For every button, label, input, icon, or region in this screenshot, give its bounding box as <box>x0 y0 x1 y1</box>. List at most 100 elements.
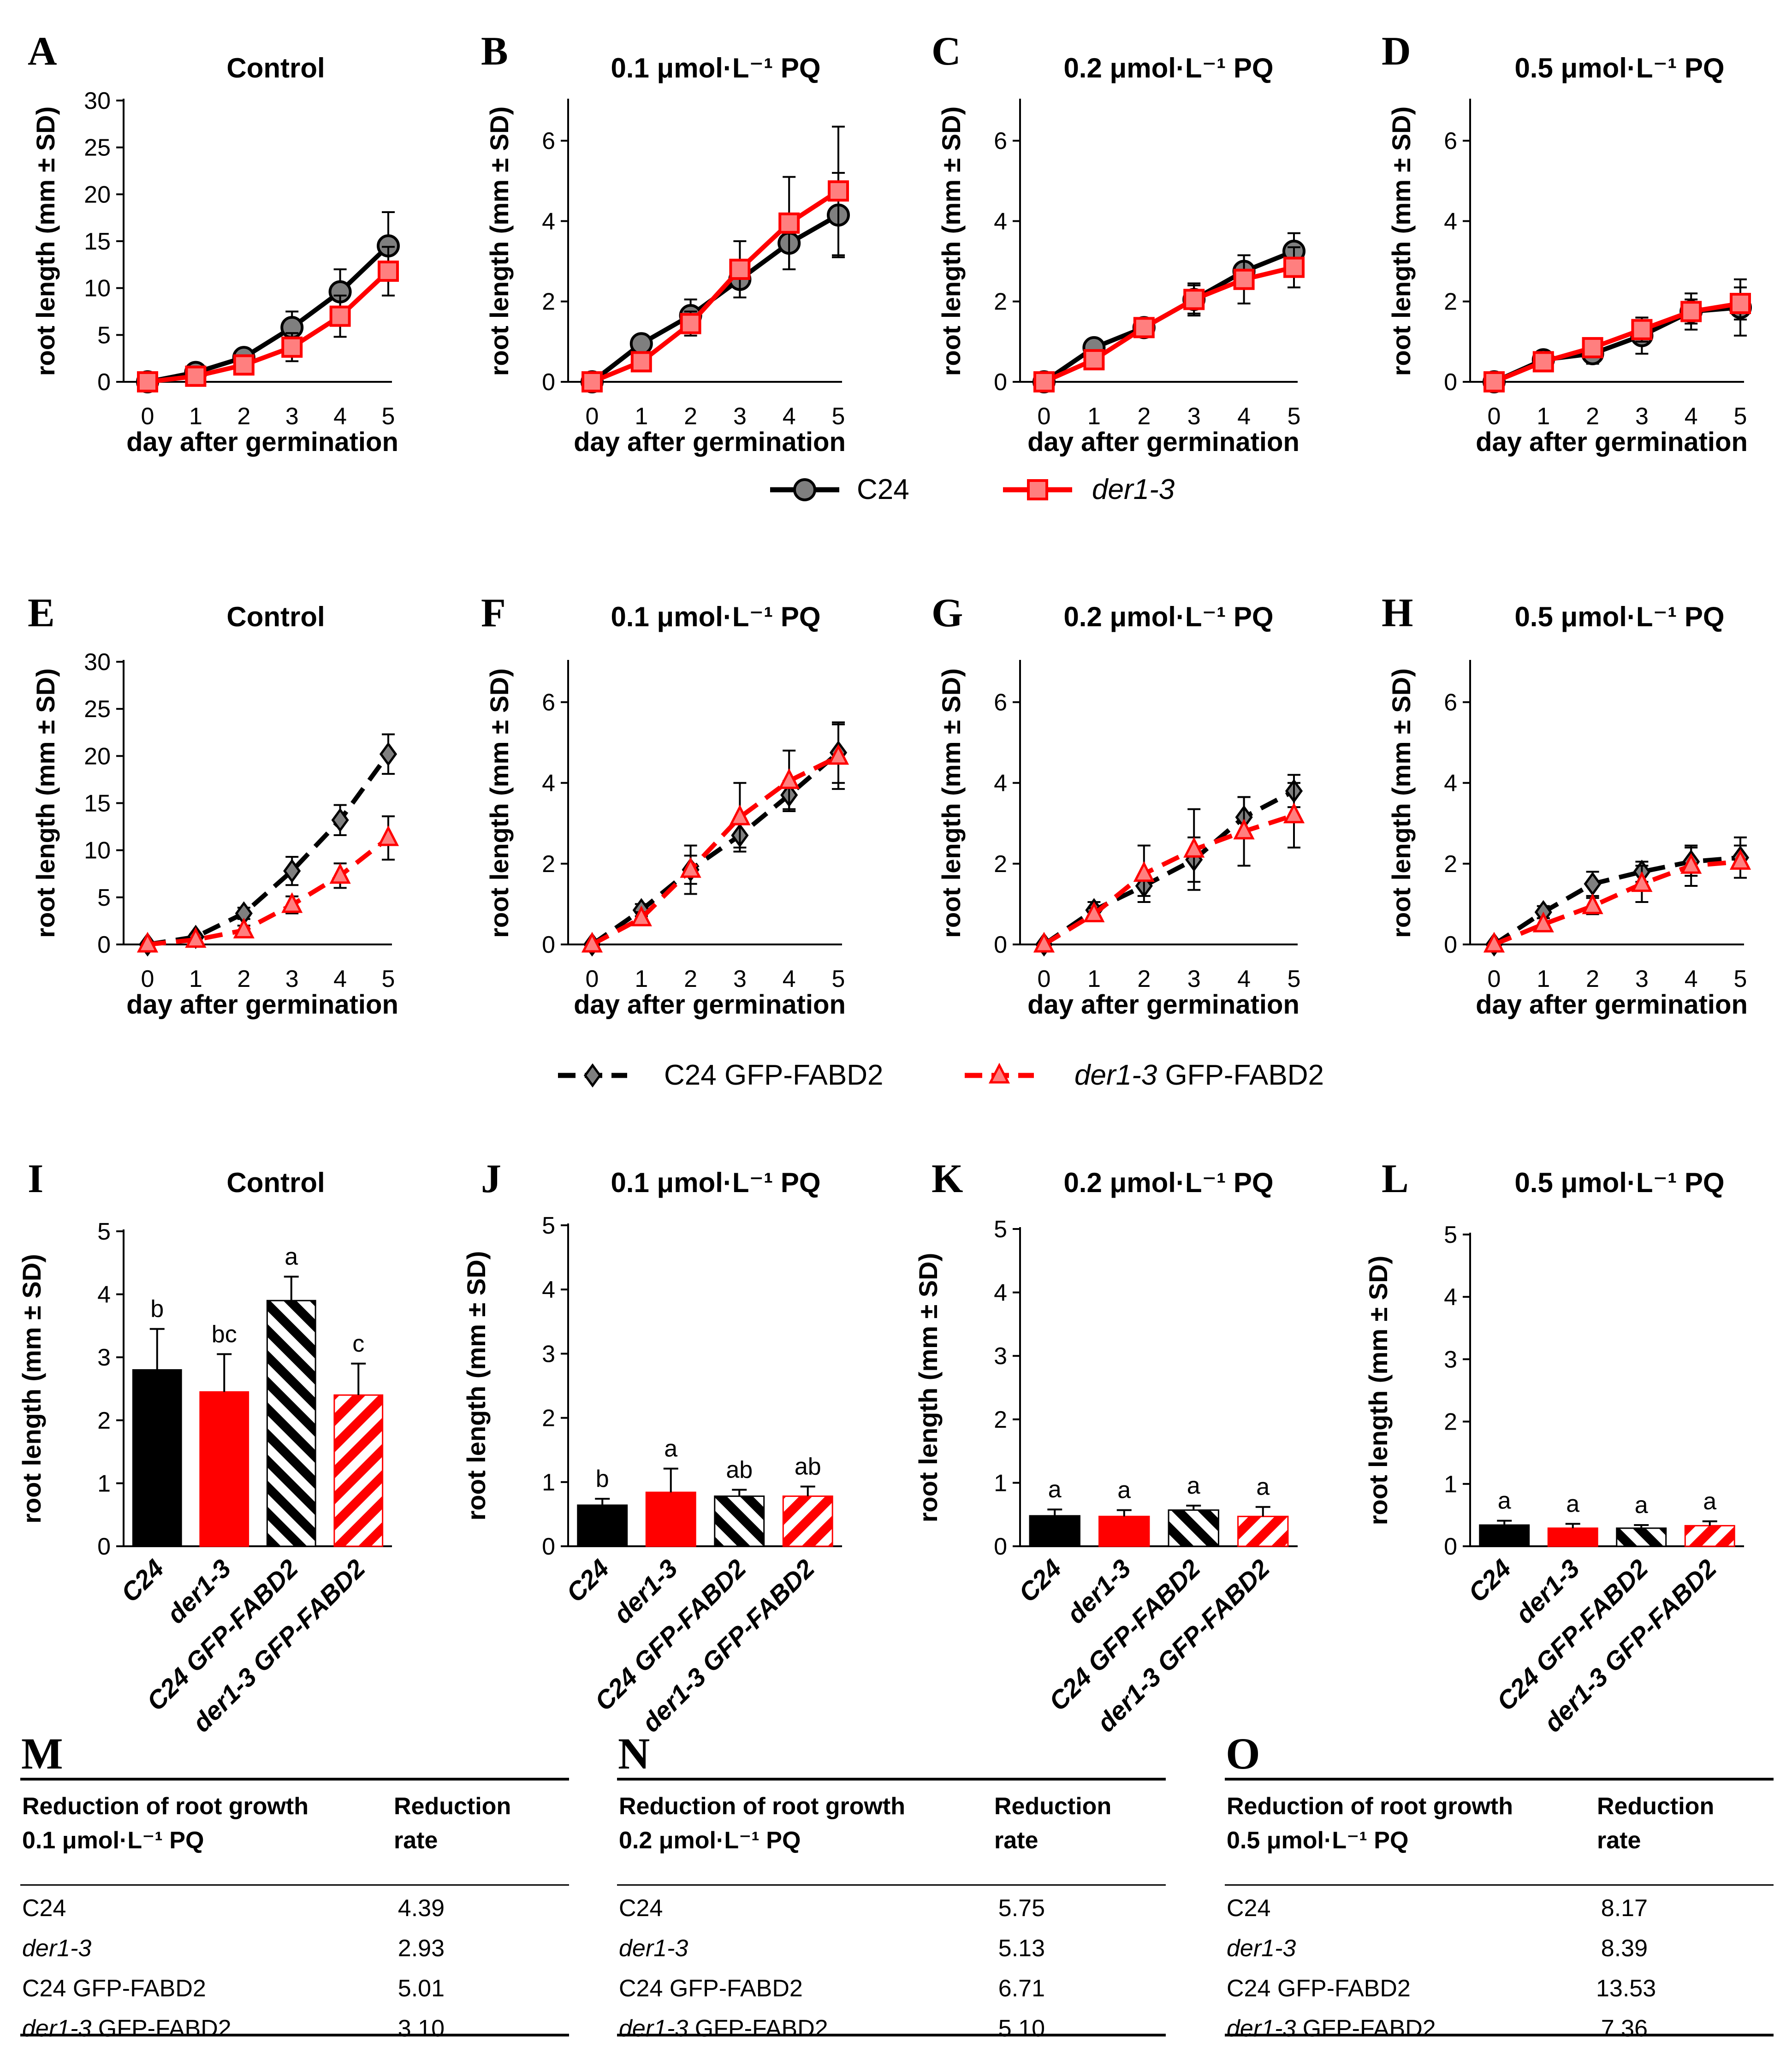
x-tick-label: 3 <box>1187 966 1201 992</box>
table-top-rule <box>1225 1778 1774 1781</box>
panel-H: H 0.5 μmol·L⁻¹ PQ 0 2 4 6 root length (mm ± SD… <box>1382 591 1751 1020</box>
y-tick-label: 2 <box>542 1405 555 1432</box>
bar <box>782 1495 833 1547</box>
y-tick-label: 0 <box>97 369 111 396</box>
x-tick-label: 5 <box>1288 403 1301 430</box>
table-row-label-italic: der1-3 <box>1227 2015 1296 2042</box>
data-point <box>1033 932 1055 953</box>
y-tick-label: 2 <box>1444 289 1457 315</box>
bar <box>1168 1509 1219 1547</box>
data-point <box>629 332 653 356</box>
chart-legends: C24 der1-3 C24 GFP-FABD2 der1-3 GFP-FABD2 <box>558 474 1324 1091</box>
table-row-value: 13.53 <box>1596 1975 1656 2002</box>
x-tick-label: 2 <box>1137 966 1151 992</box>
x-tick-label: 2 <box>237 966 250 992</box>
y-tick-label: 5 <box>97 322 111 349</box>
data-point <box>233 917 255 938</box>
y-axis-label: root length (mm ± SD) <box>462 1251 491 1520</box>
data-point <box>1582 893 1603 914</box>
x-tick-label: 4 <box>333 966 347 992</box>
table-row-label: der1-3 GFP-FABD2 <box>619 2015 828 2042</box>
x-tick-label: 4 <box>1237 403 1251 430</box>
y-tick-label: 15 <box>84 228 111 255</box>
y-tick-label: 6 <box>994 689 1007 716</box>
y-tick-label: 0 <box>542 369 555 396</box>
data-point <box>630 351 652 373</box>
y-axis-label: root length (mm ± SD) <box>1387 668 1416 938</box>
data-point <box>778 768 800 789</box>
series-line <box>591 751 840 947</box>
x-axis-label: day after germination <box>126 990 398 1020</box>
category-label: C24 <box>115 1554 169 1608</box>
y-tick-label: 2 <box>1444 1409 1457 1436</box>
table-col2-header-line1: Reduction <box>394 1793 511 1820</box>
y-tick-label: 3 <box>542 1341 555 1367</box>
table-row-label-text: C24 <box>619 1895 663 1922</box>
table-row-label-italic: der1-3 <box>22 1935 92 1962</box>
x-tick-label: 3 <box>285 403 299 430</box>
series-c24g <box>138 733 398 957</box>
series-line <box>147 244 390 384</box>
panel-letter: I <box>28 1157 43 1201</box>
panel-letter: J <box>481 1157 501 1201</box>
table-mid-rule <box>1225 1884 1774 1886</box>
legend-marker <box>1027 479 1048 500</box>
series-line <box>147 753 391 947</box>
x-tick-label: 0 <box>1488 403 1501 430</box>
category-label: C24 <box>561 1554 615 1608</box>
panel-B: B 0.1 μmol·L⁻¹ PQ 0 2 4 6 root length (mm ± SD… <box>481 29 850 457</box>
significance-letter: b <box>150 1296 164 1323</box>
bar <box>1098 1515 1150 1547</box>
legend-marker <box>793 478 816 501</box>
series-line <box>147 836 390 947</box>
data-point <box>1483 371 1505 392</box>
series-c24 <box>581 172 850 393</box>
x-axis-label: day after germination <box>1027 990 1299 1020</box>
panel-L: L 0.5 μmol·L⁻¹ PQ 0 1 2 3 4 5 root length (mm ± … <box>1364 1157 1744 1734</box>
significance-letter: bc <box>212 1321 237 1348</box>
data-point <box>1584 872 1602 896</box>
table-letter: N <box>618 1729 650 1778</box>
y-tick-label: 1 <box>1444 1471 1457 1498</box>
data-point <box>1680 301 1702 322</box>
data-point <box>582 371 603 392</box>
y-tick-label: 2 <box>994 289 1007 315</box>
panel-letter: B <box>481 29 508 74</box>
table-top-rule <box>617 1778 1166 1781</box>
table-row-value: 8.39 <box>1601 1935 1648 1962</box>
data-point <box>729 259 751 280</box>
data-point <box>283 859 301 883</box>
x-tick-label: 4 <box>1685 403 1698 430</box>
y-tick-label: 25 <box>84 696 111 723</box>
bar <box>333 1394 384 1547</box>
data-point <box>581 932 603 953</box>
significance-letter: a <box>1566 1490 1579 1517</box>
legend-label-rest: GFP-FABD2 <box>1157 1059 1324 1091</box>
x-tick-label: 3 <box>1187 403 1201 430</box>
y-tick-label: 5 <box>1444 1222 1457 1248</box>
panel-title: 0.2 μmol·L⁻¹ PQ <box>1063 1167 1273 1198</box>
series-der <box>582 125 849 392</box>
data-point <box>1183 837 1205 858</box>
bar <box>1029 1515 1080 1547</box>
bar <box>1547 1527 1598 1547</box>
y-tick-label: 0 <box>994 932 1007 958</box>
x-tick-label: 4 <box>1237 966 1251 992</box>
table-row-label-text: C24 GFP-FABD2 <box>1227 1975 1411 2002</box>
x-tick-label: 5 <box>382 403 395 430</box>
panel-F: F 0.1 μmol·L⁻¹ PQ 0 2 4 6 root length (mm ± SD… <box>481 591 849 1020</box>
bar <box>714 1495 765 1547</box>
y-tick-label: 4 <box>994 1280 1007 1306</box>
legend-label: der1-3 GFP-FABD2 <box>1074 1059 1324 1091</box>
y-tick-label: 4 <box>1444 770 1457 797</box>
x-tick-label: 5 <box>1288 966 1301 992</box>
data-point <box>680 313 701 334</box>
table-col1-header-line1: Reduction of root growth <box>22 1793 309 1820</box>
data-point <box>329 305 351 327</box>
table-row-label: der1-3 <box>619 1935 688 1962</box>
series-line <box>1043 813 1295 947</box>
table-col1-header-line2: 0.2 μmol·L⁻¹ PQ <box>619 1827 801 1854</box>
y-tick-label: 0 <box>542 932 555 958</box>
table-top-rule <box>20 1778 569 1781</box>
y-tick-label: 0 <box>1444 369 1457 396</box>
